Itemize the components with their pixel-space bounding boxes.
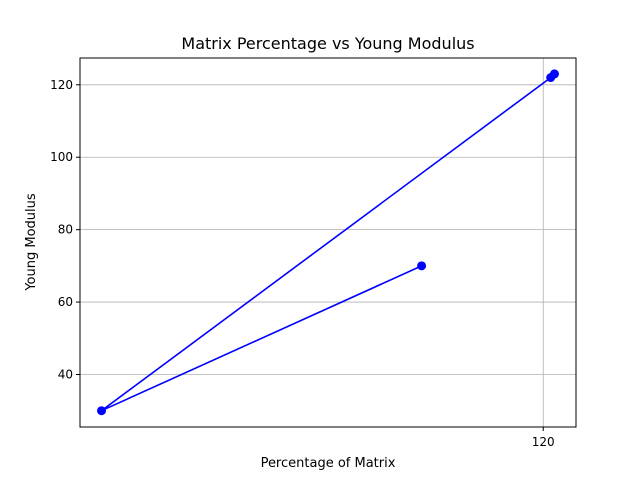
series-layer (97, 69, 559, 416)
y-tick-label: 120 (50, 78, 73, 92)
plot-frame (79, 57, 577, 428)
y-tick-label: 100 (50, 150, 73, 164)
chart-title: Matrix Percentage vs Young Modulus (181, 34, 474, 53)
y-tick-label: 40 (58, 367, 73, 381)
grid (80, 58, 576, 427)
data-point (549, 69, 559, 79)
y-axis-label: Young Modulus (24, 193, 39, 292)
y-tick-label: 60 (58, 295, 73, 309)
x-axis-label: Percentage of Matrix (261, 456, 396, 471)
x-tick-label: 120 (532, 435, 555, 449)
y-tick-label: 80 (58, 223, 73, 237)
ticks: 40 60 80 100 120 120 (50, 78, 555, 449)
data-point (417, 261, 427, 271)
data-point (97, 406, 107, 416)
series-line (101, 73, 556, 412)
